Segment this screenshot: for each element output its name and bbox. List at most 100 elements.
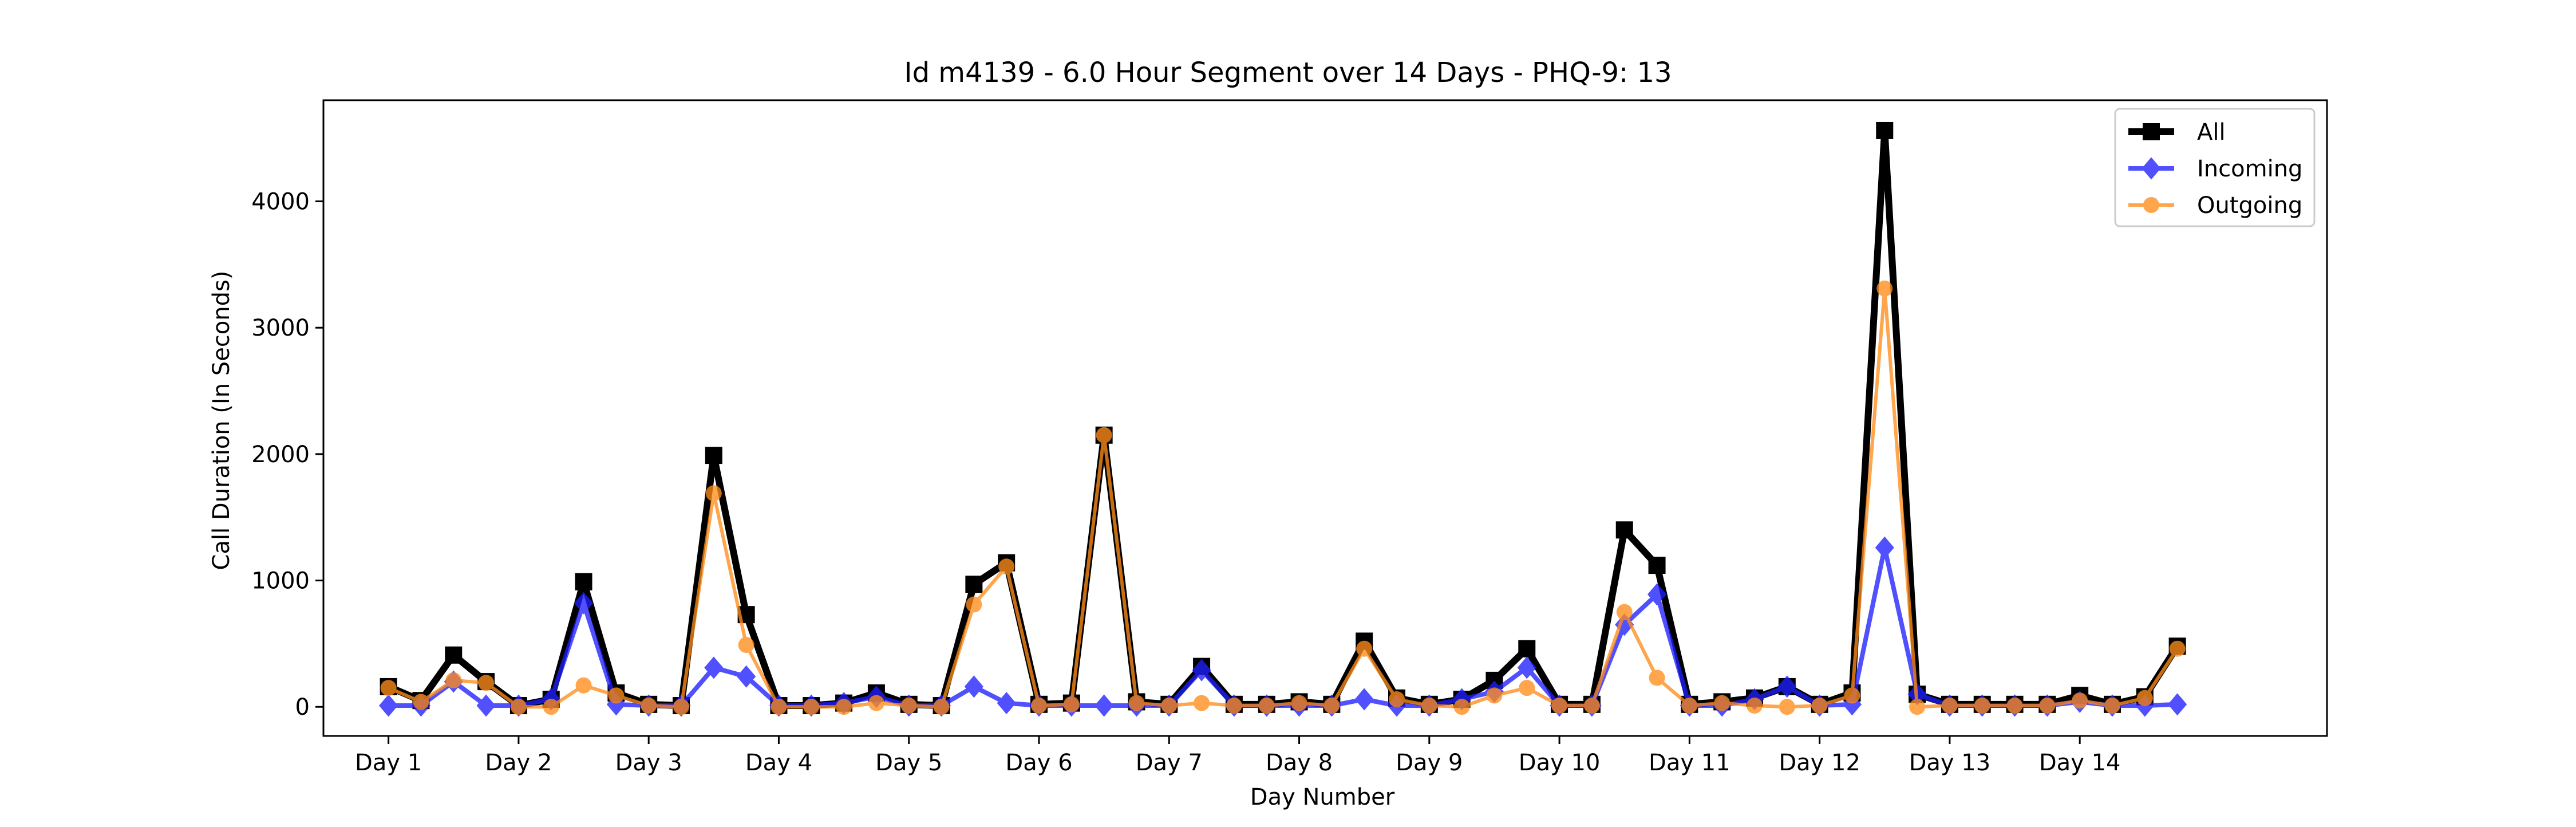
x-tick-label: Day 12 bbox=[1779, 750, 1860, 776]
data-point-outgoing bbox=[1941, 698, 1958, 714]
series-all bbox=[380, 121, 2186, 715]
data-point-outgoing bbox=[803, 699, 820, 715]
legend-marker-all bbox=[2143, 123, 2160, 140]
data-point-incoming bbox=[704, 656, 724, 679]
data-point-incoming bbox=[574, 592, 594, 615]
y-tick-label: 3000 bbox=[251, 315, 310, 341]
data-point-outgoing bbox=[1453, 699, 1470, 715]
x-tick-label: Day 3 bbox=[615, 750, 682, 776]
data-point-incoming bbox=[737, 665, 756, 688]
data-point-incoming bbox=[1842, 693, 1862, 716]
data-point-outgoing bbox=[868, 695, 884, 711]
data-point-outgoing bbox=[2136, 690, 2153, 706]
data-point-outgoing bbox=[1747, 698, 1763, 714]
y-tick-label: 1000 bbox=[251, 568, 310, 594]
data-point-outgoing bbox=[1519, 680, 1535, 696]
series-line-outgoing bbox=[388, 286, 2179, 709]
data-point-outgoing bbox=[510, 699, 527, 715]
data-point-outgoing bbox=[1356, 640, 1373, 657]
data-point-outgoing bbox=[1258, 698, 1275, 714]
data-point-outgoing bbox=[2104, 698, 2120, 714]
data-point-outgoing bbox=[1649, 670, 1665, 686]
x-tick-label: Day 7 bbox=[1136, 750, 1203, 776]
data-point-outgoing bbox=[1421, 698, 1437, 714]
data-point-all bbox=[705, 447, 722, 464]
legend-label-incoming: Incoming bbox=[2197, 156, 2302, 182]
legend-label-outgoing: Outgoing bbox=[2197, 192, 2302, 219]
data-point-incoming bbox=[379, 694, 398, 717]
data-point-outgoing bbox=[1616, 604, 1633, 620]
data-point-outgoing bbox=[1811, 698, 1828, 714]
data-point-all bbox=[1615, 521, 1633, 539]
data-point-outgoing bbox=[575, 677, 592, 694]
x-tick-label: Day 1 bbox=[355, 750, 422, 776]
data-point-outgoing bbox=[1681, 698, 1698, 714]
data-point-incoming bbox=[1192, 659, 1211, 682]
data-point-all bbox=[1518, 640, 1536, 657]
data-point-outgoing bbox=[1096, 427, 1112, 443]
x-tick-label: Day 8 bbox=[1266, 750, 1333, 776]
data-point-all bbox=[965, 576, 983, 593]
data-point-all bbox=[1648, 557, 1666, 574]
data-point-outgoing bbox=[1909, 699, 1926, 715]
data-point-incoming bbox=[1777, 675, 1797, 698]
y-axis-label: Call Duration (In Seconds) bbox=[208, 271, 235, 570]
data-point-all bbox=[445, 646, 463, 664]
data-point-outgoing bbox=[705, 485, 722, 502]
data-point-outgoing bbox=[413, 694, 429, 710]
x-tick-label: Day 13 bbox=[1909, 750, 1991, 776]
data-point-incoming bbox=[997, 692, 1016, 715]
data-point-outgoing bbox=[608, 687, 625, 704]
data-point-outgoing bbox=[998, 558, 1015, 575]
data-point-outgoing bbox=[1161, 698, 1178, 714]
data-point-outgoing bbox=[1844, 687, 1860, 704]
data-point-outgoing bbox=[1194, 695, 1210, 711]
series-layer bbox=[379, 121, 2187, 717]
series-outgoing bbox=[380, 280, 2186, 715]
data-point-outgoing bbox=[1974, 698, 1990, 714]
x-tick-label: Day 9 bbox=[1396, 750, 1463, 776]
data-point-outgoing bbox=[966, 596, 982, 613]
data-point-outgoing bbox=[478, 675, 495, 691]
x-tick-label: Day 5 bbox=[875, 750, 942, 776]
data-point-outgoing bbox=[1714, 695, 1730, 711]
data-point-incoming bbox=[964, 675, 983, 698]
legend-label-all: All bbox=[2197, 119, 2226, 145]
data-point-outgoing bbox=[641, 698, 657, 714]
data-point-outgoing bbox=[1291, 695, 1307, 711]
x-tick-label: Day 11 bbox=[1649, 750, 1730, 776]
x-tick-label: Day 6 bbox=[1005, 750, 1072, 776]
data-point-outgoing bbox=[836, 699, 852, 715]
data-point-outgoing bbox=[2039, 698, 2056, 714]
data-point-outgoing bbox=[673, 699, 689, 715]
data-point-outgoing bbox=[1063, 696, 1080, 712]
x-tick-label: Day 4 bbox=[745, 750, 812, 776]
data-point-outgoing bbox=[1226, 698, 1242, 714]
y-tick-label: 0 bbox=[295, 694, 310, 720]
data-point-outgoing bbox=[1128, 695, 1145, 711]
chart-title: Id m4139 - 6.0 Hour Segment over 14 Days… bbox=[904, 57, 1672, 89]
data-point-outgoing bbox=[771, 699, 787, 715]
legend-frame bbox=[2114, 108, 2316, 227]
legend: All Incoming Outgoing bbox=[2114, 108, 2316, 227]
data-point-incoming bbox=[1647, 583, 1667, 606]
legend-swatch-incoming bbox=[2128, 157, 2174, 180]
data-point-incoming bbox=[2168, 693, 2187, 716]
data-point-outgoing bbox=[1876, 280, 1893, 297]
data-point-outgoing bbox=[1551, 698, 1568, 714]
x-tick-label: Day 10 bbox=[1519, 750, 1601, 776]
data-point-outgoing bbox=[900, 698, 917, 714]
legend-marker-outgoing bbox=[2143, 197, 2159, 213]
data-point-incoming bbox=[1354, 688, 1374, 711]
data-point-incoming bbox=[1875, 536, 1894, 559]
data-point-outgoing bbox=[2006, 698, 2023, 714]
data-point-all bbox=[1876, 121, 1894, 139]
legend-swatch-all bbox=[2128, 123, 2174, 140]
legend-swatch-outgoing bbox=[2128, 197, 2174, 213]
data-point-outgoing bbox=[1323, 698, 1340, 714]
x-axis-label: Day Number bbox=[1250, 784, 1395, 810]
x-tick-label: Day 2 bbox=[485, 750, 552, 776]
data-point-outgoing bbox=[2169, 640, 2186, 657]
data-point-outgoing bbox=[1779, 699, 1795, 715]
